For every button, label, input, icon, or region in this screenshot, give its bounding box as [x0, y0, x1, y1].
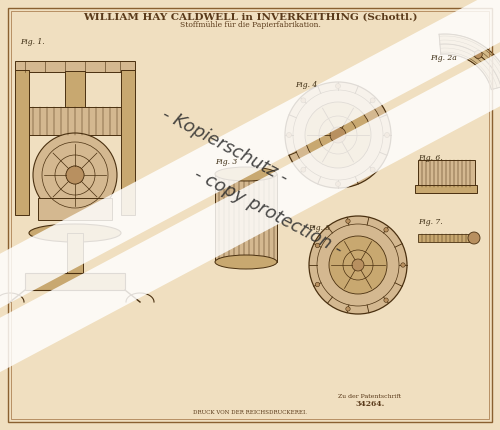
Polygon shape [0, 15, 500, 409]
Text: Fig. 4: Fig. 4 [295, 81, 318, 89]
Text: Fig. 2a: Fig. 2a [430, 54, 457, 62]
Bar [415, 185, 477, 193]
Text: Fig. 5: Fig. 5 [308, 224, 330, 232]
Circle shape [316, 283, 320, 287]
Circle shape [384, 132, 390, 138]
Circle shape [370, 98, 375, 103]
Text: Zu der Patentschrift: Zu der Patentschrift [338, 393, 402, 399]
Circle shape [305, 102, 371, 168]
Bar [65, 71, 85, 108]
Text: 34264.: 34264. [356, 400, 384, 408]
Circle shape [336, 83, 340, 89]
Circle shape [309, 216, 407, 314]
Bar [28, 107, 122, 135]
Circle shape [316, 243, 320, 248]
Bar [418, 160, 475, 187]
Ellipse shape [29, 224, 121, 242]
Polygon shape [0, 0, 500, 345]
Circle shape [346, 219, 350, 223]
Bar [15, 70, 29, 215]
Circle shape [370, 167, 375, 172]
Text: Stoffmühle für die Papierfabrikation.: Stoffmühle für die Papierfabrikation. [180, 21, 320, 29]
Circle shape [329, 236, 387, 294]
Text: Fig. 7.: Fig. 7. [418, 218, 442, 226]
Circle shape [352, 259, 364, 271]
Ellipse shape [215, 167, 277, 181]
Bar [15, 61, 135, 72]
Bar [418, 234, 470, 242]
Circle shape [301, 98, 306, 103]
Circle shape [286, 132, 292, 138]
Bar [67, 233, 83, 275]
Circle shape [468, 232, 480, 244]
Text: Fig. 6.: Fig. 6. [418, 154, 442, 162]
Bar [121, 70, 135, 215]
Circle shape [474, 50, 482, 58]
Circle shape [401, 263, 405, 267]
Ellipse shape [215, 255, 277, 269]
Circle shape [33, 133, 117, 217]
Circle shape [301, 167, 306, 172]
Text: DRUCK VON DER REICHSDRUCKEREI.: DRUCK VON DER REICHSDRUCKEREI. [193, 411, 307, 415]
Circle shape [66, 166, 84, 184]
Text: - copy protection -: - copy protection - [191, 165, 345, 259]
Text: WILLIAM HAY CALDWELL in INVERKEITHING (Schottl.): WILLIAM HAY CALDWELL in INVERKEITHING (S… [83, 12, 417, 22]
Bar [38, 198, 112, 220]
Text: - Kopierschutz -: - Kopierschutz - [159, 105, 291, 187]
Circle shape [384, 227, 388, 232]
Bar [215, 174, 277, 262]
Text: Fig. 3: Fig. 3 [215, 158, 238, 166]
Circle shape [384, 298, 388, 302]
Bar [25, 273, 125, 290]
Polygon shape [439, 34, 500, 89]
Circle shape [336, 181, 340, 187]
Circle shape [346, 307, 350, 311]
Circle shape [330, 127, 346, 143]
Circle shape [285, 82, 391, 188]
Text: Fig. 1.: Fig. 1. [20, 38, 44, 46]
